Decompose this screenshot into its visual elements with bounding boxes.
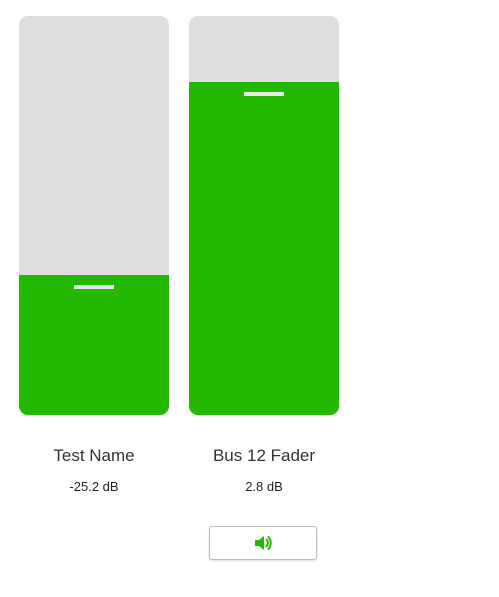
fader-label: Test Name — [53, 446, 135, 465]
fader-test-name[interactable] — [19, 16, 169, 415]
speaker-volume-icon — [253, 534, 273, 552]
fader-handle[interactable] — [74, 285, 114, 289]
fader-value: -25.2 dB — [69, 479, 119, 494]
mute-button[interactable] — [209, 526, 317, 560]
fader-label: Bus 12 Fader — [212, 446, 316, 465]
fader-level-fill — [19, 275, 169, 415]
fader-handle[interactable] — [244, 92, 284, 96]
fader-bus-12[interactable] — [189, 16, 339, 415]
fader-level-fill — [189, 82, 339, 415]
fader-value: 2.8 dB — [245, 479, 283, 494]
